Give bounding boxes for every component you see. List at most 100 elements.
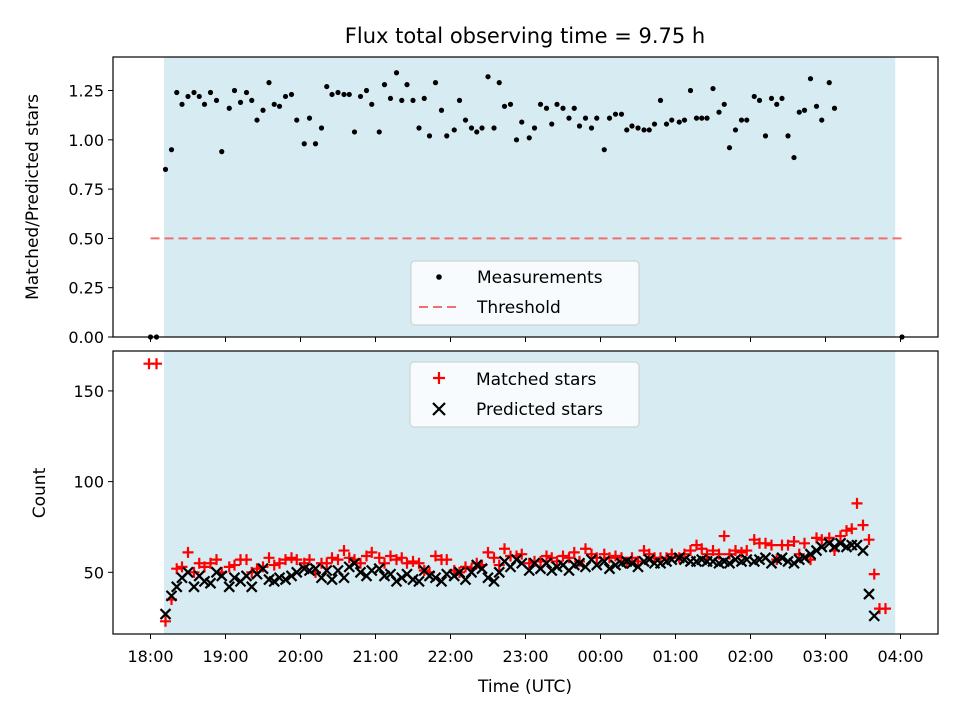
measurement-point <box>196 93 202 100</box>
measurement-point <box>312 141 319 147</box>
matched-star-point <box>760 537 771 549</box>
matched-star-point <box>332 554 344 566</box>
measurement-point <box>288 91 295 98</box>
measurement-point <box>381 82 388 88</box>
matched-star-point <box>391 554 402 566</box>
matched-star-point <box>523 557 535 569</box>
predicted-star-point <box>354 566 367 579</box>
predicted-star-point <box>257 562 269 575</box>
measurement-point <box>444 133 450 139</box>
top-y-axis-label: Matched/Predicted stars <box>23 94 43 300</box>
measurement-point <box>612 111 619 117</box>
predicted-star-point <box>343 561 356 573</box>
predicted-star-point <box>493 566 506 579</box>
top-y-tick-label: 0.50 <box>68 229 104 248</box>
measurement-point <box>588 125 595 131</box>
matched-star-point <box>188 566 200 578</box>
measurement-point <box>462 117 469 123</box>
measurement-point <box>801 107 808 113</box>
predicted-star-point <box>315 571 328 584</box>
matched-star-point <box>482 546 494 558</box>
x-tick-label: 18:00 <box>127 647 173 666</box>
predicted-star-point <box>170 581 183 593</box>
measurement-point <box>416 125 422 131</box>
measurement-point <box>779 95 785 102</box>
measurement-point <box>174 89 180 96</box>
top-legend-box <box>410 260 640 326</box>
measurement-point <box>306 115 313 121</box>
top-legend: Measurements Threshold <box>410 260 640 326</box>
measurement-point <box>791 154 797 161</box>
measurement-point <box>721 101 727 107</box>
measurement-point <box>624 127 630 133</box>
predicted-star-point <box>373 562 386 575</box>
measurement-point <box>785 133 791 139</box>
predicted-star-point <box>159 608 172 620</box>
matched-star-point <box>846 523 858 535</box>
measurement-point <box>732 127 739 133</box>
matched-star-point <box>696 543 708 555</box>
top-panel: 0.00 0.25 0.50 0.75 1.00 1.25 Matched/Predict… <box>23 56 939 347</box>
top-y-tick-label: 1.00 <box>68 131 104 150</box>
measurement-point <box>162 166 169 172</box>
matched-star-point <box>557 550 569 562</box>
measurement-point <box>363 87 370 94</box>
matched-star-point <box>291 554 303 566</box>
predicted-star-point <box>215 570 228 582</box>
predicted-star-point <box>545 564 558 577</box>
measurement-point <box>474 129 480 135</box>
matched-star-point <box>321 557 333 569</box>
matched-star-point <box>407 555 419 567</box>
measurement-point <box>226 105 232 111</box>
matched-star-point <box>274 557 285 569</box>
measurement-point <box>796 109 802 115</box>
measurement-point <box>726 145 733 151</box>
matched-star-point <box>396 552 408 564</box>
predicted-star-point <box>815 541 828 553</box>
predicted-star-point <box>470 559 483 571</box>
predicted-star-point <box>598 555 611 568</box>
measurement-point <box>254 117 260 123</box>
predicted-star-point <box>626 557 638 570</box>
matched-star-point <box>621 557 633 569</box>
predicted-star-point <box>182 566 194 579</box>
legend-matched-marker <box>433 372 445 384</box>
matched-star-point <box>441 554 453 566</box>
measurement-point <box>601 147 607 153</box>
measurement-point <box>329 91 335 98</box>
x-tick-label: 21:00 <box>352 647 398 666</box>
matched-star-point <box>241 554 252 566</box>
measurement-point <box>266 80 272 86</box>
measurement-point <box>831 105 838 111</box>
matched-star-point <box>199 561 210 573</box>
predicted-star-point <box>279 573 292 586</box>
predicted-star-point <box>863 588 875 600</box>
top-y-tick-label: 0.25 <box>68 279 104 298</box>
matched-star-point <box>568 546 580 558</box>
measurement-point <box>582 115 589 121</box>
matched-star-point <box>685 545 696 557</box>
measurement-point <box>566 115 572 121</box>
predicted-star-point <box>510 553 523 566</box>
measurement-point <box>618 111 625 117</box>
predicted-star-point <box>309 562 322 575</box>
measurement-point <box>519 119 525 125</box>
matched-star-point <box>782 539 794 551</box>
matched-star-point <box>373 552 385 564</box>
measurement-point <box>657 97 664 103</box>
predicted-star-point <box>788 557 800 570</box>
matched-star-point <box>304 554 315 566</box>
matched-star-point <box>355 557 366 569</box>
matched-star-point <box>263 552 275 564</box>
matched-star-point <box>857 519 869 531</box>
predicted-star-point <box>482 571 494 584</box>
measurement-point <box>357 93 364 100</box>
predicted-star-point <box>868 610 881 622</box>
matched-star-point <box>251 563 263 575</box>
measurement-point <box>294 117 300 123</box>
matched-star-point <box>366 546 378 558</box>
measurement-point <box>681 117 688 123</box>
matched-star-point <box>616 552 627 564</box>
matched-star-point <box>863 534 875 546</box>
matched-star-point <box>563 552 575 564</box>
